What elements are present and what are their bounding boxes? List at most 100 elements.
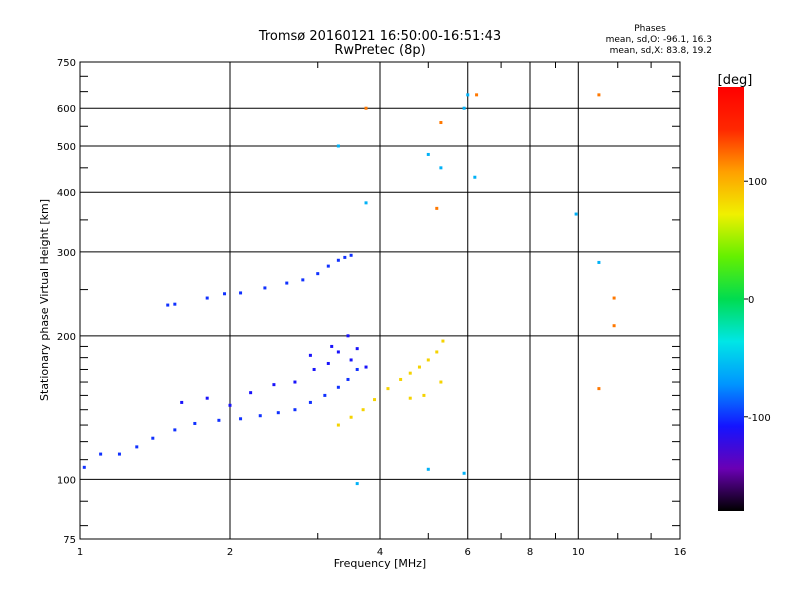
y-gridlines (80, 107, 680, 480)
data-point (466, 93, 470, 97)
phases-mean-x: mean, sd,X: 83.8, 19.2 (610, 46, 712, 56)
data-point (346, 334, 350, 338)
data-point (336, 258, 340, 262)
y-tick-labels: 75 100 200 300 400 500 600 750 (57, 58, 76, 546)
phases-mean-o: mean, sd,O: -96.1, 16.3 (606, 35, 712, 45)
x-tick-label: 6 (465, 547, 471, 558)
y-tick-label: 400 (57, 188, 76, 199)
y-tick-label: 100 (57, 475, 76, 486)
data-point (408, 371, 412, 375)
data-point (612, 296, 616, 300)
colorbar-ticks: 100 0 -100 (744, 177, 771, 424)
y-tick-label: 300 (57, 248, 76, 259)
plot-area (79, 61, 681, 540)
data-point (205, 396, 209, 400)
data-point (316, 272, 320, 276)
data-point (326, 361, 330, 365)
data-point (349, 358, 353, 362)
phases-heading: Phases (634, 24, 666, 34)
data-point (272, 383, 276, 387)
x-tick-label: 16 (674, 547, 687, 558)
data-point (336, 350, 340, 354)
data-point (349, 253, 353, 257)
data-point (285, 281, 289, 285)
data-point (173, 428, 177, 432)
data-point (386, 387, 390, 391)
data-point (180, 400, 184, 404)
x-tick-label: 4 (377, 547, 383, 558)
data-point (408, 396, 412, 400)
data-point (293, 380, 297, 384)
data-point (355, 367, 359, 371)
data-point (301, 278, 305, 282)
data-point (364, 365, 368, 369)
data-point (361, 408, 365, 412)
data-point (336, 144, 340, 148)
data-point (373, 398, 377, 402)
data-point (258, 414, 262, 418)
data-point (435, 206, 439, 210)
data-point (330, 344, 334, 348)
x-tick-label: 1 (77, 547, 83, 558)
colorbar-tick-label: -100 (748, 413, 771, 424)
data-point (223, 292, 227, 296)
data-point (193, 421, 197, 425)
x-tick-labels: 1 2 4 6 8 10 16 (77, 547, 687, 558)
data-point (462, 106, 466, 110)
colorbar-title: [deg] (718, 73, 753, 88)
data-point (205, 296, 209, 300)
data-point (475, 93, 479, 97)
data-point (349, 415, 353, 419)
data-point (355, 482, 359, 486)
data-point (336, 385, 340, 389)
data-point (239, 417, 243, 421)
x-minor-ticks (317, 62, 652, 539)
data-point (343, 255, 347, 259)
data-point (166, 303, 170, 307)
colorbar-tick-label: 100 (748, 177, 767, 188)
data-points (82, 93, 616, 486)
x-tick-label: 8 (527, 547, 533, 558)
data-point (312, 367, 316, 371)
y-tick-label: 750 (57, 58, 76, 69)
data-point (462, 471, 466, 475)
data-point (293, 408, 297, 412)
data-point (308, 400, 312, 404)
data-point (426, 358, 430, 362)
chart-title-line-2: RwPretec (8p) (334, 43, 425, 58)
y-tick-label: 600 (57, 104, 76, 115)
data-point (249, 391, 253, 395)
data-point (364, 201, 368, 205)
data-point (346, 377, 350, 381)
data-point (326, 264, 330, 268)
data-point (173, 302, 177, 306)
data-point (239, 291, 243, 295)
data-point (323, 393, 327, 397)
colorbar: 100 0 -100 [deg] (718, 73, 771, 511)
y-tick-label: 75 (63, 535, 76, 546)
data-point (117, 452, 121, 456)
data-point (439, 121, 443, 125)
data-point (439, 380, 443, 384)
x-tick-label: 10 (572, 547, 585, 558)
chart-title-line-1: Tromsø 20160121 16:50:00-16:51:43 (258, 29, 501, 44)
data-point (263, 286, 267, 290)
data-point (355, 347, 359, 351)
data-point (597, 387, 601, 391)
data-point (336, 423, 340, 427)
data-point (435, 350, 439, 354)
x-axis-label: Frequency [MHz] (334, 557, 426, 570)
data-point (364, 106, 368, 110)
data-point (228, 403, 232, 407)
data-point (473, 175, 477, 179)
data-point (99, 452, 103, 456)
data-point (612, 324, 616, 328)
data-point (308, 353, 312, 357)
x-gridlines (229, 62, 579, 539)
data-point (217, 418, 221, 422)
data-point (597, 260, 601, 264)
data-point (439, 166, 443, 170)
y-tick-label: 200 (57, 332, 76, 343)
data-point (399, 377, 403, 381)
